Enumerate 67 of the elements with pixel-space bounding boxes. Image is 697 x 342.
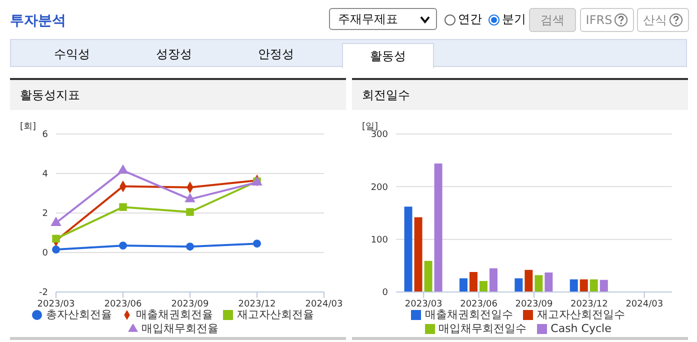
- y-tick-label: 100: [370, 236, 388, 246]
- legend-label: 매출채권회전율: [136, 308, 213, 321]
- text: 산식: [637, 8, 689, 32]
- text: 분기: [501, 11, 526, 28]
- bar: [479, 280, 488, 292]
- x-tick-label: 2024/03: [626, 299, 664, 310]
- legend-label: 매입채무회전율: [142, 322, 218, 335]
- legend-label: 매출채권회전일수: [425, 308, 513, 321]
- x-tick-label: 2023/09: [515, 299, 553, 310]
- bar: [580, 279, 588, 292]
- legend-label: 재고자산회전율: [237, 308, 314, 321]
- bar: [534, 275, 543, 292]
- y-tick-label: 0: [42, 248, 48, 259]
- text: 성장성: [155, 46, 193, 62]
- legend-label: 재고자산회전일수: [537, 308, 625, 321]
- text: 활동성: [342, 43, 434, 68]
- bar: [469, 272, 478, 292]
- bar: [459, 278, 468, 292]
- point: [119, 242, 127, 250]
- point: [253, 240, 261, 248]
- y-tick-label: 2: [42, 209, 48, 220]
- legend-label: Cash Cycle: [550, 322, 612, 335]
- x-tick-label: 2023/12: [238, 299, 276, 310]
- x-tick-label: 2023/12: [570, 299, 608, 310]
- x-tick-label: 2023/03: [404, 299, 442, 310]
- bar: [404, 206, 412, 292]
- bar: [544, 272, 553, 292]
- legend-label: 매입채무회전일수: [438, 322, 527, 335]
- bar: [590, 279, 598, 292]
- bar: [414, 217, 422, 292]
- point: [186, 242, 194, 251]
- bar: [570, 279, 578, 292]
- y-tick-label: 0: [382, 288, 388, 298]
- point: [184, 192, 196, 202]
- point: [118, 164, 128, 174]
- point: [52, 246, 60, 254]
- chart-title: 회전일수: [352, 80, 688, 110]
- legend-label: 총자산회전율: [46, 308, 112, 321]
- point: [186, 208, 194, 216]
- x-tick-label: 2023/03: [37, 299, 75, 310]
- bar: [434, 163, 442, 292]
- bar: [489, 268, 498, 292]
- text: 연간: [457, 11, 482, 28]
- bar: [600, 280, 608, 292]
- bar: [424, 260, 432, 292]
- text: 안정성: [257, 46, 295, 62]
- y-tick-label: 4: [42, 170, 48, 180]
- x-tick-label: 2023/09: [171, 299, 209, 310]
- y-tick-label: 200: [370, 182, 388, 193]
- text: IFRS: [580, 8, 634, 32]
- x-tick-label: 2024/03: [305, 299, 343, 310]
- text: 수익성: [53, 46, 91, 62]
- x-tick-label: 2023/06: [104, 299, 142, 310]
- point: [52, 234, 60, 243]
- y-tick-label: 6: [42, 130, 48, 140]
- chart-title: 활동성지표: [10, 80, 346, 110]
- text: 검색: [529, 8, 576, 32]
- y-tick-label: -2: [39, 288, 48, 298]
- x-tick-label: 2023/06: [460, 299, 498, 310]
- text: 투자분석: [10, 12, 66, 30]
- bar: [524, 270, 533, 292]
- y-axis-title: [일]: [362, 121, 378, 132]
- point: [119, 203, 127, 211]
- bar: [514, 278, 523, 292]
- text: 주재무제표: [338, 10, 398, 28]
- y-axis-title: [회]: [20, 121, 36, 133]
- y-tick-label: 300: [370, 130, 388, 140]
